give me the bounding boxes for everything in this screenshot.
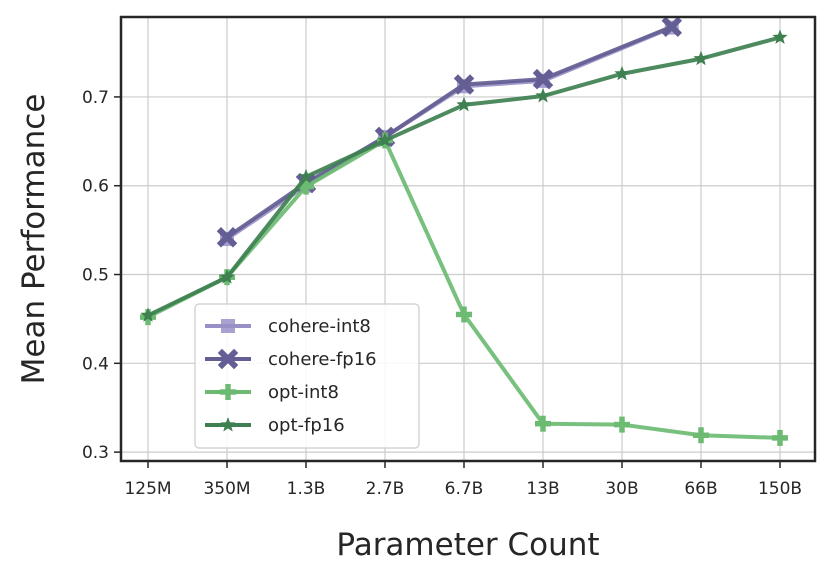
data-point: [614, 416, 630, 433]
y-tick-label: 0.7: [82, 88, 109, 108]
x-tick-label: 1.3B: [287, 479, 326, 499]
data-point: [456, 306, 472, 323]
axis-ticks: 125M 350M 1.3B 2.7B 6.7B 13B 30B 66B 150B 0.3 0.4 0…: [82, 88, 802, 499]
y-tick-label: 0.5: [82, 266, 109, 286]
x-tick-label: 350M: [203, 479, 250, 499]
data-point: [298, 168, 314, 184]
legend-label: opt-fp16: [268, 415, 345, 436]
data-point: [614, 65, 630, 81]
data-point: [140, 307, 156, 322]
legend-label: opt-int8: [268, 382, 339, 403]
x-tick-label: 66B: [684, 479, 717, 499]
series-opt-fp16: [140, 29, 788, 322]
x-tick-label: 30B: [605, 479, 638, 499]
legend-item: cohere-fp16: [205, 348, 377, 370]
data-point: [377, 132, 393, 147]
legend-label: cohere-int8: [268, 316, 371, 337]
x-tick-label: 6.7B: [445, 479, 484, 499]
legend-box: [194, 303, 420, 449]
x-tick-label: 150B: [758, 479, 802, 499]
legend-marker: [220, 417, 236, 432]
series-cohere-fp16: [216, 16, 683, 248]
data-point: [456, 96, 472, 112]
y-tick-label: 0.4: [82, 354, 109, 374]
data-point: [772, 429, 788, 446]
data-point: [693, 50, 709, 66]
series-cohere-int8: [220, 20, 679, 246]
series-line: [225, 24, 673, 239]
data-point: [661, 16, 683, 38]
legend: cohere-int8 cohere-fp16 opt-int8 opt-fp16: [194, 303, 420, 449]
y-axis-label: Mean Performance: [16, 94, 52, 385]
data-point: [453, 74, 475, 95]
y-tick-label: 0.3: [82, 443, 109, 463]
data-point: [219, 269, 235, 284]
data-point: [535, 415, 551, 432]
legend-marker: [221, 319, 235, 333]
legend-item: cohere-int8: [205, 316, 371, 337]
legend-marker: [217, 348, 239, 370]
x-tick-label: 13B: [526, 479, 559, 499]
legend-item: opt-int8: [205, 382, 339, 403]
y-tick-label: 0.6: [82, 177, 109, 197]
x-axis-label: Parameter Count: [336, 527, 599, 563]
x-tick-label: 2.7B: [366, 479, 405, 499]
x-tick-label: 125M: [124, 479, 171, 499]
legend-item: opt-fp16: [205, 415, 345, 436]
data-point: [693, 427, 709, 444]
data-point: [772, 29, 788, 44]
legend-label: cohere-fp16: [268, 349, 377, 370]
series-line: [225, 25, 673, 241]
series-opt-int8: [140, 132, 788, 446]
data-point: [216, 226, 238, 248]
series-layer: [140, 16, 788, 446]
legend-marker: [220, 384, 236, 400]
data-point: [535, 88, 551, 103]
data-point: [532, 68, 554, 90]
plot-frame: [119, 15, 817, 463]
